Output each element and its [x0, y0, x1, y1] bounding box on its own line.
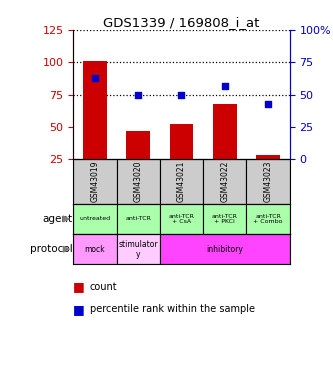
Text: untreated: untreated: [79, 216, 111, 221]
Point: [179, 92, 184, 98]
Bar: [117, 234, 160, 264]
Text: ■: ■: [73, 280, 85, 293]
Text: anti-TCR
+ PKCi: anti-TCR + PKCi: [212, 213, 238, 224]
Bar: [213, 104, 237, 159]
Bar: [160, 159, 203, 204]
Text: count: count: [90, 282, 118, 292]
Title: GDS1339 / 169808_i_at: GDS1339 / 169808_i_at: [103, 16, 260, 29]
Bar: [256, 155, 280, 159]
Text: stimulator
y: stimulator y: [119, 240, 158, 259]
Bar: [83, 61, 107, 159]
Text: mock: mock: [85, 245, 105, 254]
Point: [222, 82, 227, 88]
Bar: [160, 234, 290, 264]
Text: GSM43021: GSM43021: [177, 161, 186, 202]
Text: anti-TCR
+ CsA: anti-TCR + CsA: [168, 213, 194, 224]
Text: GSM43023: GSM43023: [263, 161, 273, 202]
Bar: [246, 204, 290, 234]
Point: [92, 75, 98, 81]
Bar: [117, 204, 160, 234]
Bar: [203, 159, 246, 204]
Text: inhibitory: inhibitory: [206, 245, 243, 254]
Text: protocol: protocol: [30, 244, 72, 254]
Text: GSM43022: GSM43022: [220, 161, 229, 202]
Text: anti-TCR: anti-TCR: [125, 216, 151, 221]
Bar: [73, 204, 117, 234]
Text: anti-TCR
+ Combo: anti-TCR + Combo: [253, 213, 283, 224]
Bar: [117, 159, 160, 204]
Bar: [126, 131, 150, 159]
Bar: [73, 159, 117, 204]
Bar: [73, 234, 117, 264]
Text: agent: agent: [42, 214, 72, 224]
Bar: [169, 124, 193, 159]
Text: GSM43019: GSM43019: [90, 161, 100, 202]
Point: [136, 92, 141, 98]
Bar: [203, 204, 246, 234]
Bar: [160, 204, 203, 234]
Text: GSM43020: GSM43020: [134, 161, 143, 202]
Text: ■: ■: [73, 303, 85, 316]
Point: [265, 101, 271, 107]
Text: percentile rank within the sample: percentile rank within the sample: [90, 304, 255, 314]
Bar: [246, 159, 290, 204]
